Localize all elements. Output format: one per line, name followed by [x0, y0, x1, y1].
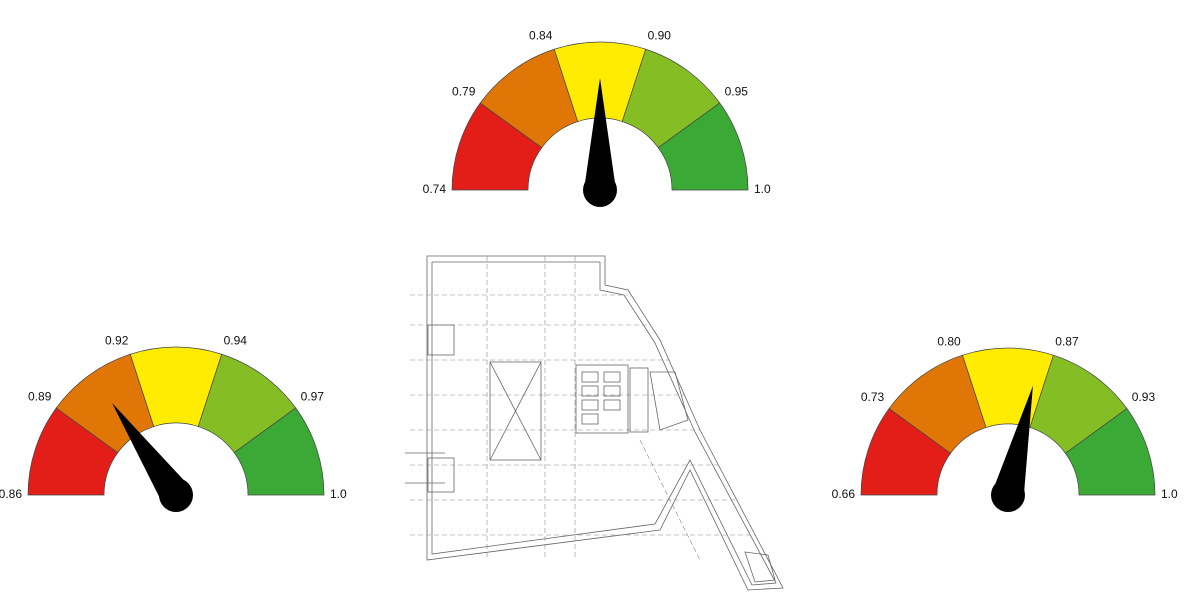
gauge-segment: [1064, 408, 1156, 496]
gauge-tick-label: 0.89: [28, 390, 52, 404]
gauge: 0.66 0.73 0.80 0.87 0.93 1.0: [832, 335, 1178, 512]
gauge-tick-label: 1.0: [1161, 487, 1178, 501]
gauge: 0.86 0.89 0.92 0.94 0.97 1.0: [0, 334, 347, 512]
needle-body: [112, 403, 190, 505]
floor-plan: [405, 255, 784, 591]
needle-hub: [991, 478, 1025, 512]
core-east: [575, 364, 629, 434]
gauge-segment: [233, 407, 325, 496]
gauge-tick-label: 0.66: [832, 487, 856, 501]
plan-inner-outline: [431, 261, 777, 586]
gauge-tick-label: 0.87: [1055, 335, 1079, 349]
gauge-needle: [112, 403, 193, 512]
gauge-needle: [583, 78, 617, 207]
needle-hub: [583, 173, 617, 207]
gauge-tick-label: 0.93: [1132, 390, 1156, 404]
gauge-tick-label: 0.74: [423, 182, 447, 196]
needle-hub: [159, 478, 193, 512]
gauge-tick-label: 0.86: [0, 487, 22, 501]
gauge-tick-label: 0.79: [452, 85, 476, 99]
needle-body: [992, 385, 1033, 499]
atrium: [489, 361, 542, 461]
gauge-segment: [657, 102, 749, 191]
plan-grid: [410, 256, 756, 561]
gauge-tick-label: 0.92: [105, 334, 129, 348]
gauge-tick-label: 1.0: [330, 487, 347, 501]
core-north: [427, 324, 455, 356]
gauge-tick-label: 1.0: [754, 182, 771, 196]
gauge-needle: [991, 385, 1033, 512]
gauge-tick-label: 0.95: [725, 85, 749, 99]
gauge: 0.74 0.79 0.84 0.90 0.95 1.0: [423, 29, 771, 207]
gauge-tick-label: 0.73: [861, 390, 885, 404]
gauge-tick-label: 0.84: [529, 29, 553, 43]
gauge-tick-label: 0.90: [648, 29, 672, 43]
gauge-tick-label: 0.97: [301, 390, 325, 404]
needle-body: [584, 78, 616, 190]
gauge-tick-label: 0.94: [224, 334, 248, 348]
gauge-tick-label: 0.80: [937, 335, 961, 349]
core-south: [427, 457, 455, 493]
